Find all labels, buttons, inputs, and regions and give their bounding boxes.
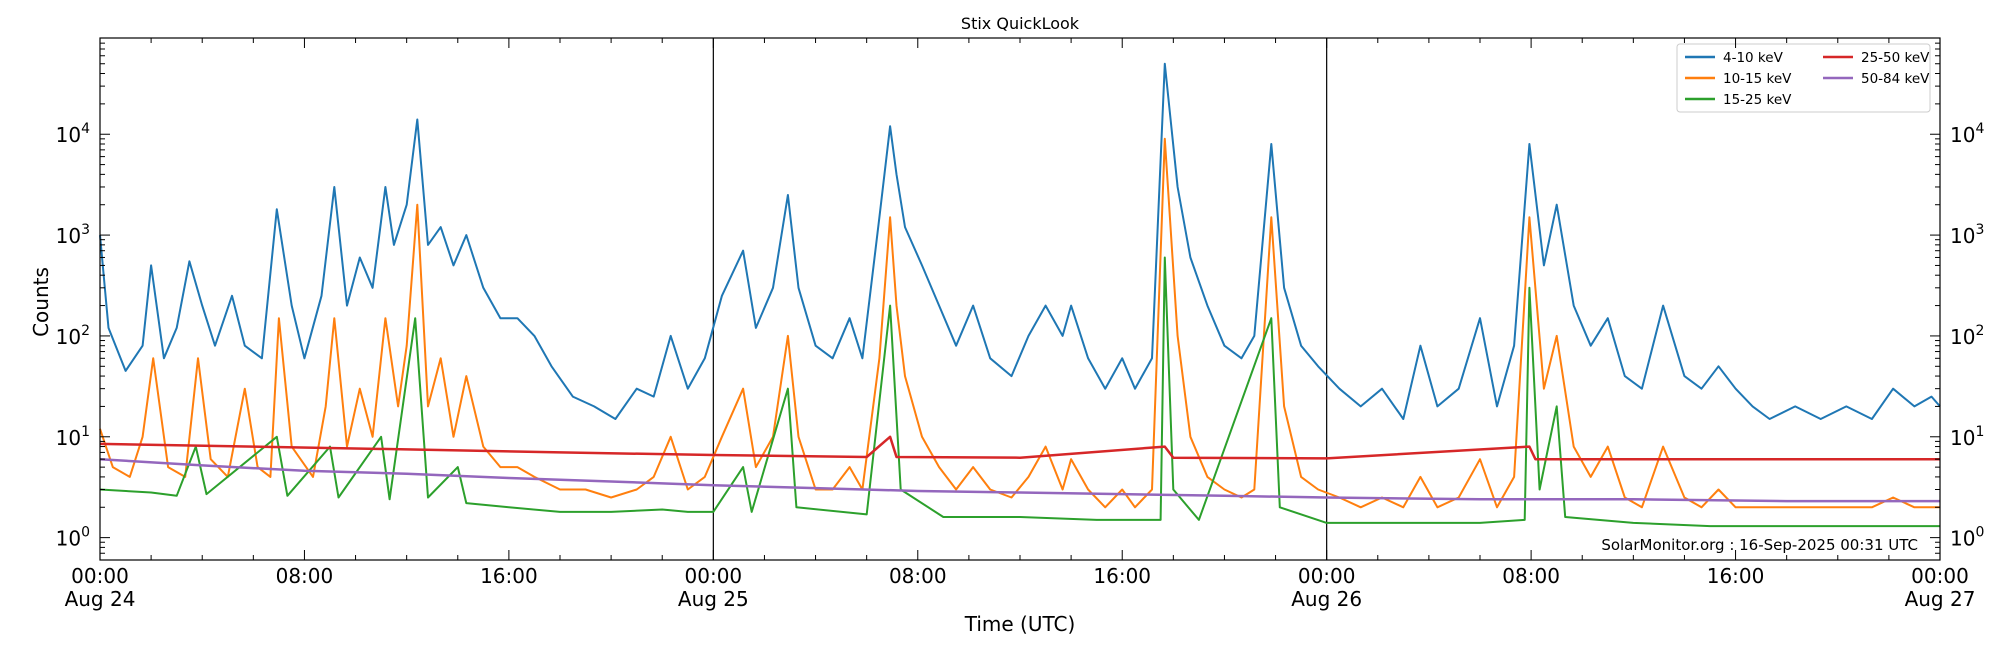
legend-label-2: 15-25 keV	[1723, 92, 1792, 108]
y-tick-label-left-3: 103	[56, 222, 90, 248]
legend-label-0: 4-10 keV	[1723, 50, 1784, 66]
y-tick-label-left-4: 104	[56, 121, 90, 147]
legend: 4-10 keV 10-15 keV 15-25 keV 25-50 keV 50-84…	[1676, 43, 1931, 113]
x-tick-date-0: Aug 24	[65, 587, 136, 611]
plot-area	[99, 38, 1941, 560]
x-tick-date-3: Aug 25	[678, 587, 749, 611]
y-tick-label-right-4: 104	[1950, 121, 1984, 147]
series-line-2	[99, 256, 1940, 528]
x-tick-label-6: 00:00	[1298, 564, 1356, 588]
series-line-4	[99, 457, 1940, 503]
x-tick-label-0: 00:00	[71, 564, 129, 588]
legend-label-1: 10-15 keV	[1723, 71, 1792, 87]
series-line-1	[99, 137, 1940, 509]
x-tick-label-2: 16:00	[480, 564, 538, 588]
x-tick-date-9: Aug 27	[1905, 587, 1976, 611]
legend-box	[1676, 43, 1931, 113]
x-tick-label-8: 16:00	[1707, 564, 1765, 588]
y-tick-label-left-1: 101	[56, 424, 90, 450]
y-tick-label-right-2: 102	[1950, 323, 1984, 349]
y-tick-label-right-1: 101	[1950, 424, 1984, 450]
source-annotation: SolarMonitor.org : 16-Sep-2025 00:31 UTC	[1601, 536, 1918, 554]
x-tick-label-9: 00:00	[1911, 564, 1969, 588]
series-line-3	[99, 435, 1940, 461]
y-tick-label-left-0: 100	[56, 525, 90, 551]
series-line-0	[99, 62, 1941, 420]
x-tick-label-3: 00:00	[685, 564, 743, 588]
x-axis-label: Time (UTC)	[964, 612, 1076, 636]
chart-title: Stix QuickLook	[961, 14, 1080, 33]
x-tick-label-4: 08:00	[889, 564, 947, 588]
legend-label-3: 25-50 keV	[1861, 50, 1930, 66]
x-tick-label-5: 16:00	[1093, 564, 1151, 588]
x-tick-date-6: Aug 26	[1291, 587, 1362, 611]
x-tick-label-1: 08:00	[276, 564, 334, 588]
y-tick-label-right-3: 103	[1950, 222, 1984, 248]
y-tick-label-right-0: 100	[1950, 525, 1984, 551]
y-tick-label-left-2: 102	[56, 323, 90, 349]
y-axis-label: Counts	[29, 267, 53, 337]
x-tick-label-7: 08:00	[1502, 564, 1560, 588]
legend-label-4: 50-84 keV	[1861, 71, 1930, 87]
